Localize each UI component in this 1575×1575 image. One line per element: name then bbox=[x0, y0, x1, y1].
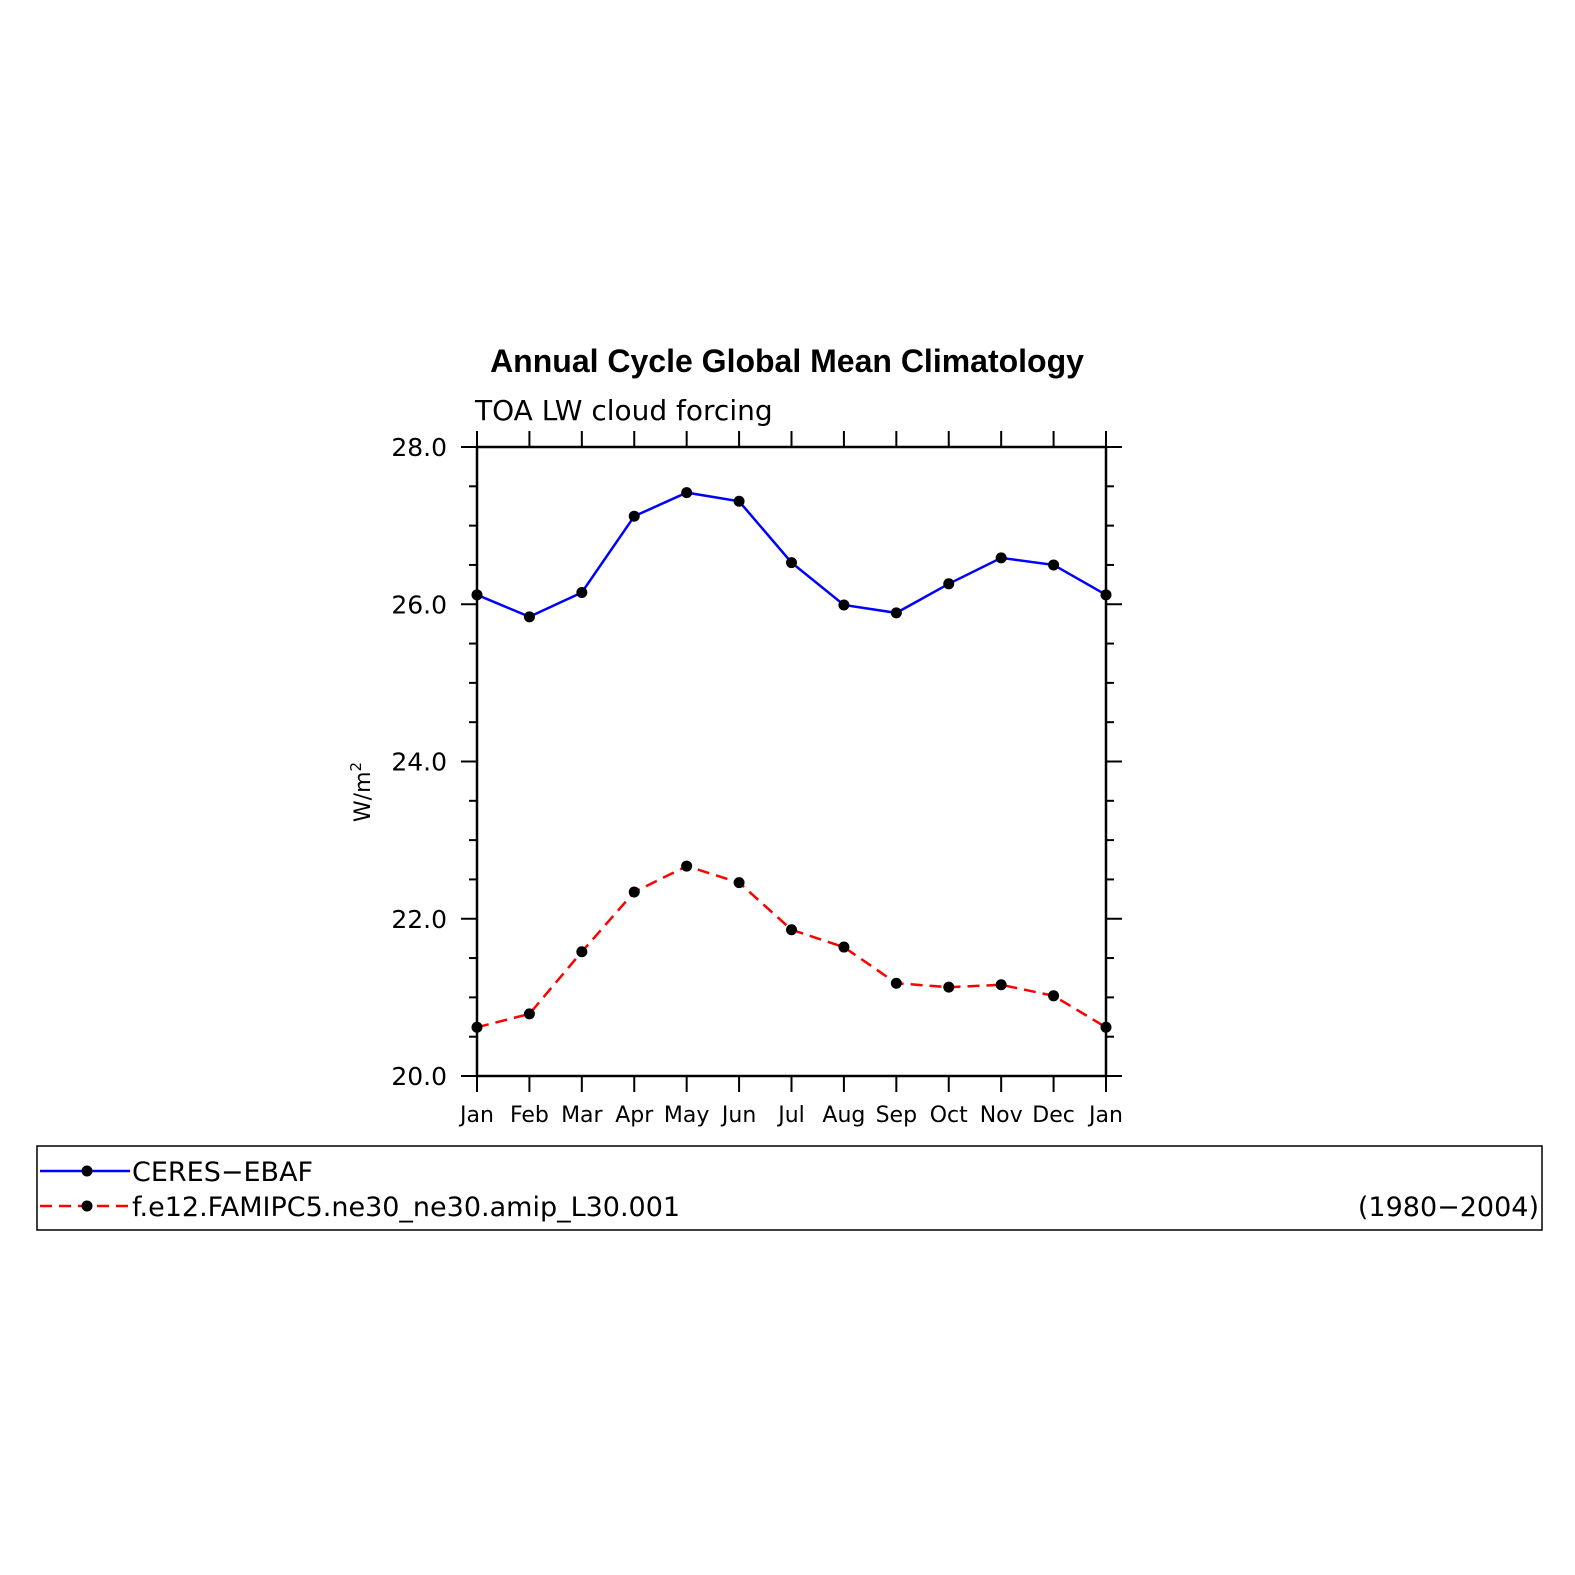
data-point-series-1 bbox=[733, 877, 745, 889]
x-tick-label: Aug bbox=[822, 1103, 865, 1128]
legend-sample-marker-1 bbox=[81, 1200, 93, 1212]
x-tick-label: Dec bbox=[1032, 1103, 1075, 1128]
y-axis-label-unit: W/m bbox=[351, 771, 376, 822]
legend-label-model-run: f.e12.FAMIPC5.ne30_ne30.amip_L30.001 bbox=[132, 1192, 680, 1223]
data-point-series-1 bbox=[786, 924, 797, 936]
data-point-series-1 bbox=[995, 979, 1007, 991]
x-tick-label: Feb bbox=[510, 1103, 549, 1128]
x-tick-label: Sep bbox=[876, 1103, 917, 1128]
x-tick-label: Nov bbox=[980, 1103, 1023, 1128]
data-point-series-0 bbox=[995, 552, 1007, 564]
plot-area: 20.0 22.0 24.0 26.0 28.0 Jan Feb Mar Apr May Jun Ju… bbox=[391, 431, 1123, 1128]
data-point-series-0 bbox=[890, 607, 902, 619]
y-tick-label: 24.0 bbox=[391, 748, 447, 777]
data-point-series-0 bbox=[733, 495, 745, 507]
y-tick-label: 22.0 bbox=[391, 905, 447, 934]
data-point-series-1 bbox=[628, 886, 640, 898]
series-line-0 bbox=[476, 491, 1107, 619]
data-point-series-1 bbox=[576, 946, 588, 958]
x-tick-label: Jul bbox=[776, 1103, 805, 1128]
data-point-series-0 bbox=[681, 487, 693, 499]
data-point-series-1 bbox=[523, 1008, 535, 1020]
y-tick-label: 28.0 bbox=[391, 433, 447, 462]
x-tick-label: Apr bbox=[615, 1103, 654, 1128]
x-tick-label: Jan bbox=[458, 1103, 494, 1128]
legend-box bbox=[36, 1145, 1543, 1231]
x-tick-label: May bbox=[664, 1103, 709, 1128]
x-tick-label: Jan bbox=[1087, 1103, 1123, 1128]
x-tick-label: Mar bbox=[561, 1103, 603, 1128]
series-line-1 bbox=[476, 864, 1107, 1029]
x-tick-label: Oct bbox=[930, 1103, 968, 1128]
y-axis-label-superscript: 2 bbox=[347, 762, 365, 772]
x-tick-label: Jun bbox=[720, 1103, 756, 1128]
data-point-series-0 bbox=[786, 557, 797, 569]
data-point-series-1 bbox=[1100, 1021, 1112, 1033]
data-point-series-0 bbox=[838, 599, 850, 611]
legend-period: (1980−2004) bbox=[1358, 1192, 1539, 1223]
plot-frame bbox=[475, 445, 1108, 1078]
y-axis-label: W/m2 bbox=[347, 762, 376, 822]
legend-sample-marker-0 bbox=[81, 1165, 93, 1177]
y-tick-label: 20.0 bbox=[391, 1062, 447, 1091]
y-tick-label: 26.0 bbox=[391, 590, 447, 619]
data-point-series-0 bbox=[943, 578, 955, 590]
data-point-series-1 bbox=[890, 977, 902, 989]
data-point-series-1 bbox=[471, 1021, 483, 1033]
chart-subtitle: TOA LW cloud forcing bbox=[474, 394, 773, 427]
data-point-series-1 bbox=[681, 860, 693, 872]
data-point-series-1 bbox=[943, 981, 955, 993]
chart-title: Annual Cycle Global Mean Climatology bbox=[490, 343, 1084, 379]
data-point-series-1 bbox=[1048, 990, 1060, 1002]
data-point-series-1 bbox=[838, 941, 850, 953]
data-point-series-0 bbox=[523, 611, 535, 623]
data-point-series-0 bbox=[1048, 559, 1060, 571]
data-point-series-0 bbox=[471, 589, 483, 601]
legend: CERES−EBAF f.e12.FAMIPC5.ne30_ne30.amip_… bbox=[36, 1145, 1543, 1231]
data-point-series-0 bbox=[576, 586, 588, 598]
legend-label-ceres-ebaf: CERES−EBAF bbox=[132, 1157, 313, 1188]
data-point-series-0 bbox=[1100, 589, 1112, 601]
data-point-series-0 bbox=[628, 510, 640, 522]
